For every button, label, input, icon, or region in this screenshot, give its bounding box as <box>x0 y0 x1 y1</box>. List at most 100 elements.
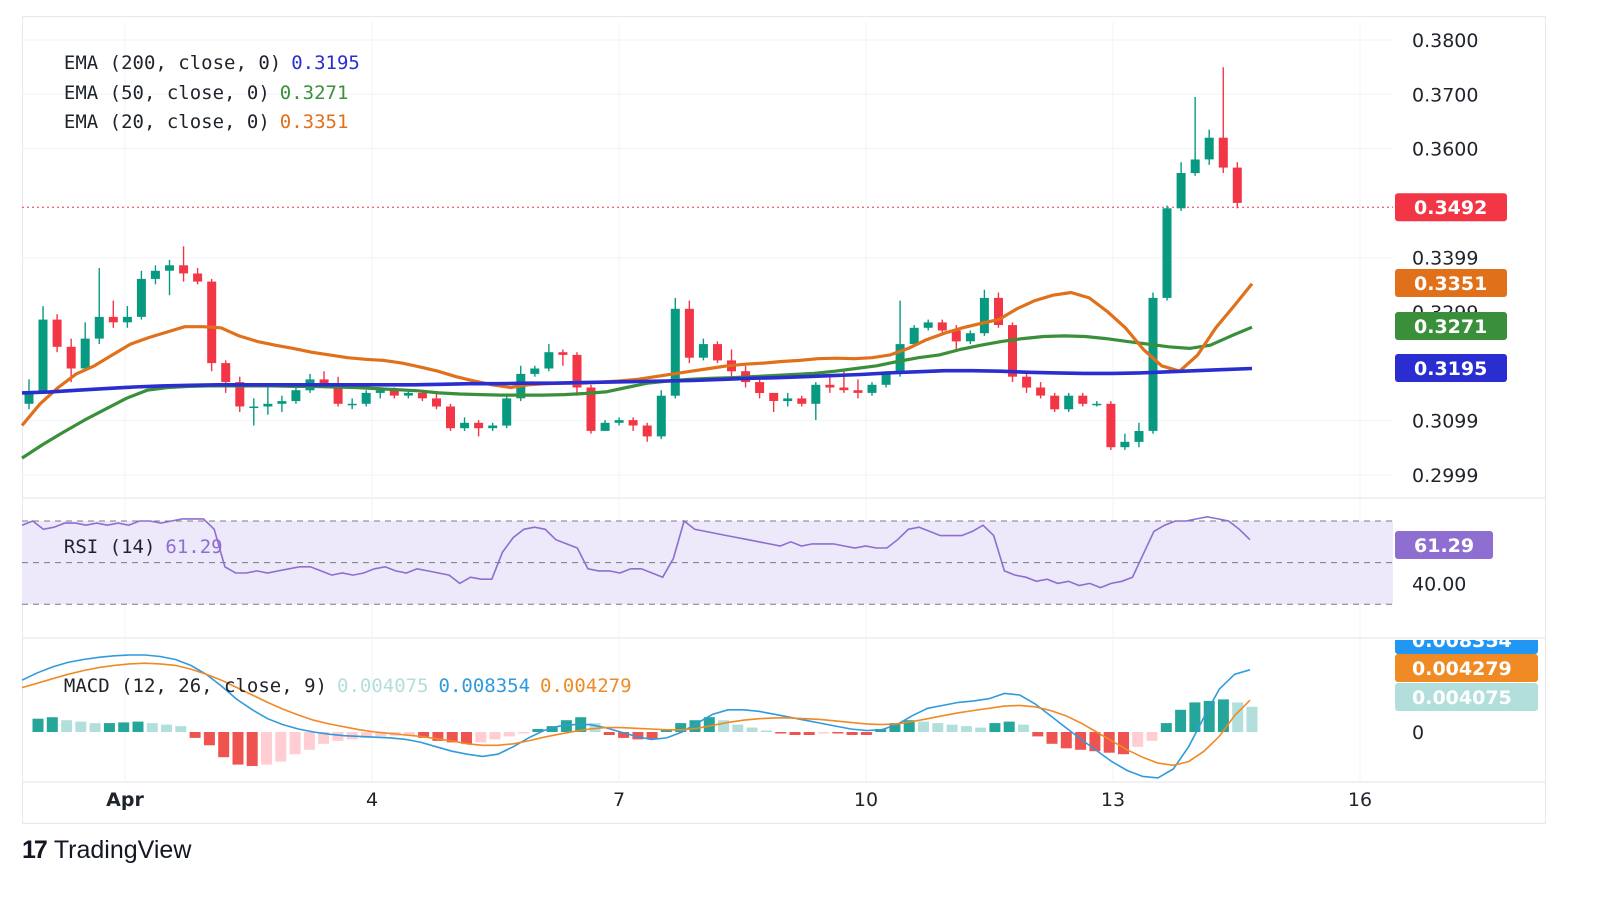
candle[interactable] <box>432 392 441 410</box>
candle[interactable] <box>867 382 877 396</box>
macd-histogram-bar[interactable] <box>1103 732 1115 753</box>
macd-histogram-bar[interactable] <box>989 723 1001 732</box>
candle[interactable] <box>165 259 174 296</box>
macd-histogram-bar[interactable] <box>532 729 544 732</box>
macd-histogram-bar[interactable] <box>332 732 344 741</box>
candle[interactable] <box>783 392 793 407</box>
candle[interactable] <box>291 387 301 404</box>
macd-histogram-bar[interactable] <box>789 732 801 735</box>
macd-histogram-bar[interactable] <box>1175 709 1187 732</box>
candle[interactable] <box>446 403 455 431</box>
candle[interactable] <box>136 270 146 320</box>
macd-histogram-bar[interactable] <box>318 732 330 744</box>
macd-histogram-bar[interactable] <box>246 732 258 766</box>
candle[interactable] <box>277 395 287 412</box>
macd-histogram-bar[interactable] <box>832 732 844 734</box>
ema20-line[interactable] <box>20 282 1254 427</box>
candle[interactable] <box>825 376 835 393</box>
macd-line[interactable] <box>21 654 1251 779</box>
macd-histogram-bar[interactable] <box>760 730 772 733</box>
macd-histogram-bar[interactable] <box>932 723 944 732</box>
candle[interactable] <box>1120 433 1130 450</box>
macd-histogram-bar[interactable] <box>146 723 158 732</box>
macd-histogram-bar[interactable] <box>103 723 115 732</box>
macd-histogram-bar[interactable] <box>1089 732 1101 752</box>
macd-histogram-bar[interactable] <box>960 726 972 732</box>
macd-histogram-bar[interactable] <box>1118 732 1129 755</box>
macd-histogram-bar[interactable] <box>418 732 430 738</box>
candle[interactable] <box>642 422 652 442</box>
macd-histogram-bar[interactable] <box>375 732 387 737</box>
candle[interactable] <box>670 297 680 399</box>
candle[interactable] <box>713 341 722 364</box>
candle[interactable] <box>1078 392 1088 407</box>
time-axis[interactable]: Apr 4 7 10 13 16 <box>106 789 1372 811</box>
macd-pane[interactable] <box>21 654 1258 779</box>
macd-histogram-bar[interactable] <box>503 732 515 737</box>
macd-histogram-bar[interactable] <box>1217 699 1229 732</box>
macd-histogram-bar[interactable] <box>432 732 444 741</box>
candle[interactable] <box>108 300 118 328</box>
ema-layer[interactable] <box>20 282 1254 460</box>
macd-histogram-bar[interactable] <box>175 726 187 732</box>
macd-histogram-bar[interactable] <box>75 721 87 732</box>
macd-signal-line[interactable] <box>21 662 1251 767</box>
candle[interactable] <box>80 322 90 372</box>
macd-histogram-bar[interactable] <box>632 732 644 740</box>
macd-histogram-bar[interactable] <box>32 718 44 732</box>
macd-histogram-bar[interactable] <box>1146 732 1158 741</box>
candle[interactable] <box>937 319 947 334</box>
candle[interactable] <box>193 268 203 285</box>
macd-histogram-bar[interactable] <box>1046 732 1058 744</box>
candle[interactable] <box>474 420 484 437</box>
macd-histogram-bar[interactable] <box>1075 732 1087 750</box>
candle[interactable] <box>361 390 371 407</box>
candle[interactable] <box>797 395 807 407</box>
legend-ema50[interactable]: EMA (50, close, 0) 0.3271 <box>41 60 349 104</box>
macd-histogram-bar[interactable] <box>218 732 230 758</box>
candle[interactable] <box>1148 292 1158 434</box>
candles-layer[interactable] <box>24 67 1242 450</box>
candle[interactable] <box>628 417 638 431</box>
candle[interactable] <box>333 376 343 407</box>
macd-histogram-bar[interactable] <box>461 732 472 744</box>
macd-histogram-bar[interactable] <box>261 732 272 765</box>
rsi-line[interactable] <box>21 515 1251 589</box>
macd-histogram-bar[interactable] <box>89 723 101 732</box>
candle[interactable] <box>1204 129 1214 165</box>
macd-histogram-bar[interactable] <box>203 732 215 746</box>
candle[interactable] <box>600 420 610 431</box>
candle[interactable] <box>502 395 512 429</box>
macd-histogram-bar[interactable] <box>860 732 872 735</box>
macd-histogram-bar[interactable] <box>61 720 73 732</box>
candle[interactable] <box>895 300 905 377</box>
candle[interactable] <box>1134 422 1144 448</box>
candle[interactable] <box>614 417 624 426</box>
macd-histogram-bar[interactable] <box>289 732 301 755</box>
macd-histogram-bar[interactable] <box>1160 723 1172 732</box>
macd-histogram-bar[interactable] <box>975 727 987 732</box>
macd-histogram-bar[interactable] <box>46 717 58 732</box>
ema50-line[interactable] <box>21 325 1253 460</box>
candle[interactable] <box>488 422 498 431</box>
candle[interactable] <box>684 300 694 364</box>
candle[interactable] <box>1092 401 1102 407</box>
ema200-line[interactable] <box>21 366 1253 395</box>
chart-frame[interactable] <box>22 16 1546 824</box>
macd-histogram-bar[interactable] <box>746 727 758 732</box>
candle[interactable] <box>235 376 245 412</box>
macd-histogram-bar[interactable] <box>132 721 144 732</box>
candle[interactable] <box>1190 97 1200 176</box>
macd-histogram-bar[interactable] <box>603 732 615 735</box>
candle[interactable] <box>347 398 357 410</box>
macd-histogram-bar[interactable] <box>475 732 487 743</box>
candle[interactable] <box>66 338 76 383</box>
candle[interactable] <box>530 365 540 377</box>
macd-histogram-bar[interactable] <box>803 732 815 735</box>
macd-histogram-bar[interactable] <box>546 726 558 732</box>
macd-histogram-bar[interactable] <box>675 723 687 732</box>
macd-histogram-bar[interactable] <box>646 732 658 740</box>
candle[interactable] <box>1050 392 1060 412</box>
candle[interactable] <box>1232 162 1242 209</box>
candle[interactable] <box>656 390 666 440</box>
